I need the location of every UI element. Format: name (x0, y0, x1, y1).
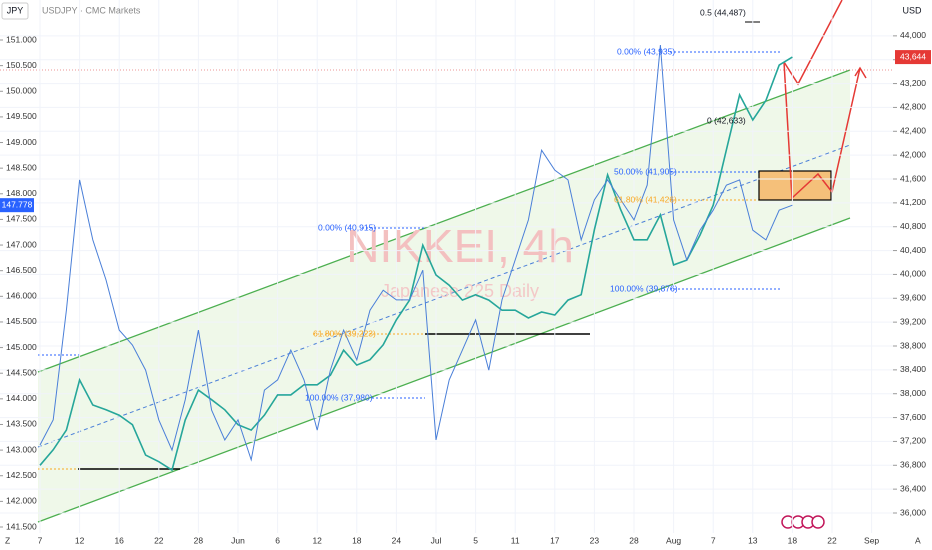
y2-tick-label: 42,400 (900, 126, 926, 136)
x-tick-label: 12 (312, 535, 322, 545)
x-tick-label: 5 (473, 535, 478, 545)
y-tick-label: 144.000 (6, 393, 37, 403)
x-tick-label: 18 (352, 535, 362, 545)
y-tick-label: 141.500 (6, 521, 37, 531)
x-tick-label: 18 (788, 535, 798, 545)
y-tick-label: 143.000 (6, 444, 37, 454)
x-tick-label: 17 (550, 535, 560, 545)
x-tick-label: 12 (75, 535, 85, 545)
annotation: 0.00% (40,915) (318, 222, 376, 232)
x-tick-label: 28 (194, 535, 204, 545)
left-unit-box (1, 2, 29, 20)
symbol-header: USDJPY · CMC Markets (42, 5, 141, 15)
bottom-axis-bg (0, 533, 932, 550)
y2-tick-label: 42,000 (900, 149, 926, 159)
y2-tick-label: 40,400 (900, 245, 926, 255)
y2-tick-label: 43,200 (900, 78, 926, 88)
x-tick-label: 22 (827, 535, 837, 545)
annotation: 0 (42,633) (707, 115, 746, 125)
corner-label: A (915, 535, 921, 545)
annotation: 0.5 (44,487) (700, 7, 746, 17)
y2-tick-label: 36,800 (900, 460, 926, 470)
watermark-sub: Japanese 225 Daily (381, 281, 539, 301)
y2-tick-label: 39,600 (900, 293, 926, 303)
y-tick-label: 143.500 (6, 419, 37, 429)
series-line (39, 45, 793, 462)
annotation: 50.00% (41,905) (614, 166, 677, 176)
y-tick-label: 147.500 (6, 214, 37, 224)
right-unit: USD (902, 5, 922, 15)
y2-tick-label: 37,600 (900, 412, 926, 422)
event-icon (811, 515, 825, 529)
y-tick-label: 151.000 (6, 34, 37, 44)
watermark: NIKKEI, 4h (346, 220, 574, 272)
x-tick-label: 16 (114, 535, 124, 545)
annotation: 0.00% (43,935) (617, 46, 675, 56)
left-unit: JPY (7, 5, 24, 15)
y2-tick-label: 38,000 (900, 388, 926, 398)
last-price-tag (895, 50, 931, 65)
y2-tick-label: 38,400 (900, 364, 926, 374)
y2-tick-label: 41,200 (900, 197, 926, 207)
x-tick-label: Jun (231, 535, 245, 545)
y2-tick-label: 36,000 (900, 507, 926, 517)
annotation: 61.80% (41,426) (614, 194, 677, 204)
corner-label: Z (5, 535, 10, 545)
y2-tick-label: 40,000 (900, 269, 926, 279)
right-axis-bg (893, 0, 932, 550)
y-tick-label: 146.500 (6, 265, 37, 275)
y2-tick-label: 44,000 (900, 30, 926, 40)
last-price-label: 43,644 (900, 51, 926, 61)
y2-tick-label: 38,800 (900, 340, 926, 350)
y-tick-label: 146.000 (6, 291, 37, 301)
x-tick-label: Sep (864, 535, 879, 545)
y-tick-label: 144.500 (6, 367, 37, 377)
series-line (39, 56, 793, 472)
y-tick-label: 142.000 (6, 496, 37, 506)
y-tick-label: 149.500 (6, 111, 37, 121)
y-tick-label: 150.000 (6, 86, 37, 96)
forecast-path (783, 61, 861, 200)
x-tick-label: 13 (748, 535, 758, 545)
plot (0, 0, 893, 533)
x-tick-label: 24 (392, 535, 402, 545)
y-tick-label: 150.500 (6, 60, 37, 70)
y2-tick-label: 42,800 (900, 102, 926, 112)
x-tick-label: Jul (431, 535, 442, 545)
y2-tick-label: 40,800 (900, 221, 926, 231)
y2-tick-label: 36,400 (900, 483, 926, 493)
x-tick-label: 11 (511, 535, 520, 545)
y-tick-label: 149.000 (6, 137, 37, 147)
x-tick-label: 23 (590, 535, 600, 545)
annotation: 100.00% (37,980) (305, 392, 373, 402)
y-tick-label: 145.500 (6, 316, 37, 326)
y-tick-label: 148.500 (6, 162, 37, 172)
x-tick-label: 7 (711, 535, 716, 545)
x-tick-label: 22 (154, 535, 164, 545)
last-price-label: 147.778 (2, 199, 33, 209)
x-tick-label: 28 (629, 535, 639, 545)
y2-tick-label: 37,200 (900, 436, 926, 446)
y-tick-label: 145.000 (6, 342, 37, 352)
x-tick-label: 6 (275, 535, 280, 545)
forecast-arrow (854, 66, 867, 79)
y2-tick-label: 41,600 (900, 173, 926, 183)
x-tick-label: 7 (38, 535, 43, 545)
y2-tick-label: 39,200 (900, 316, 926, 326)
x-tick-label: Aug (666, 535, 681, 545)
y-tick-label: 147.000 (6, 239, 37, 249)
annotation: 100.00% (39,876) (610, 283, 678, 293)
event-icons (781, 515, 825, 529)
last-price-tag (0, 198, 34, 213)
y-tick-label: 148.000 (6, 188, 37, 198)
annotation: 61.80% (39,223) (313, 328, 376, 338)
y-tick-label: 142.500 (6, 470, 37, 480)
channel-mid (37, 144, 851, 448)
